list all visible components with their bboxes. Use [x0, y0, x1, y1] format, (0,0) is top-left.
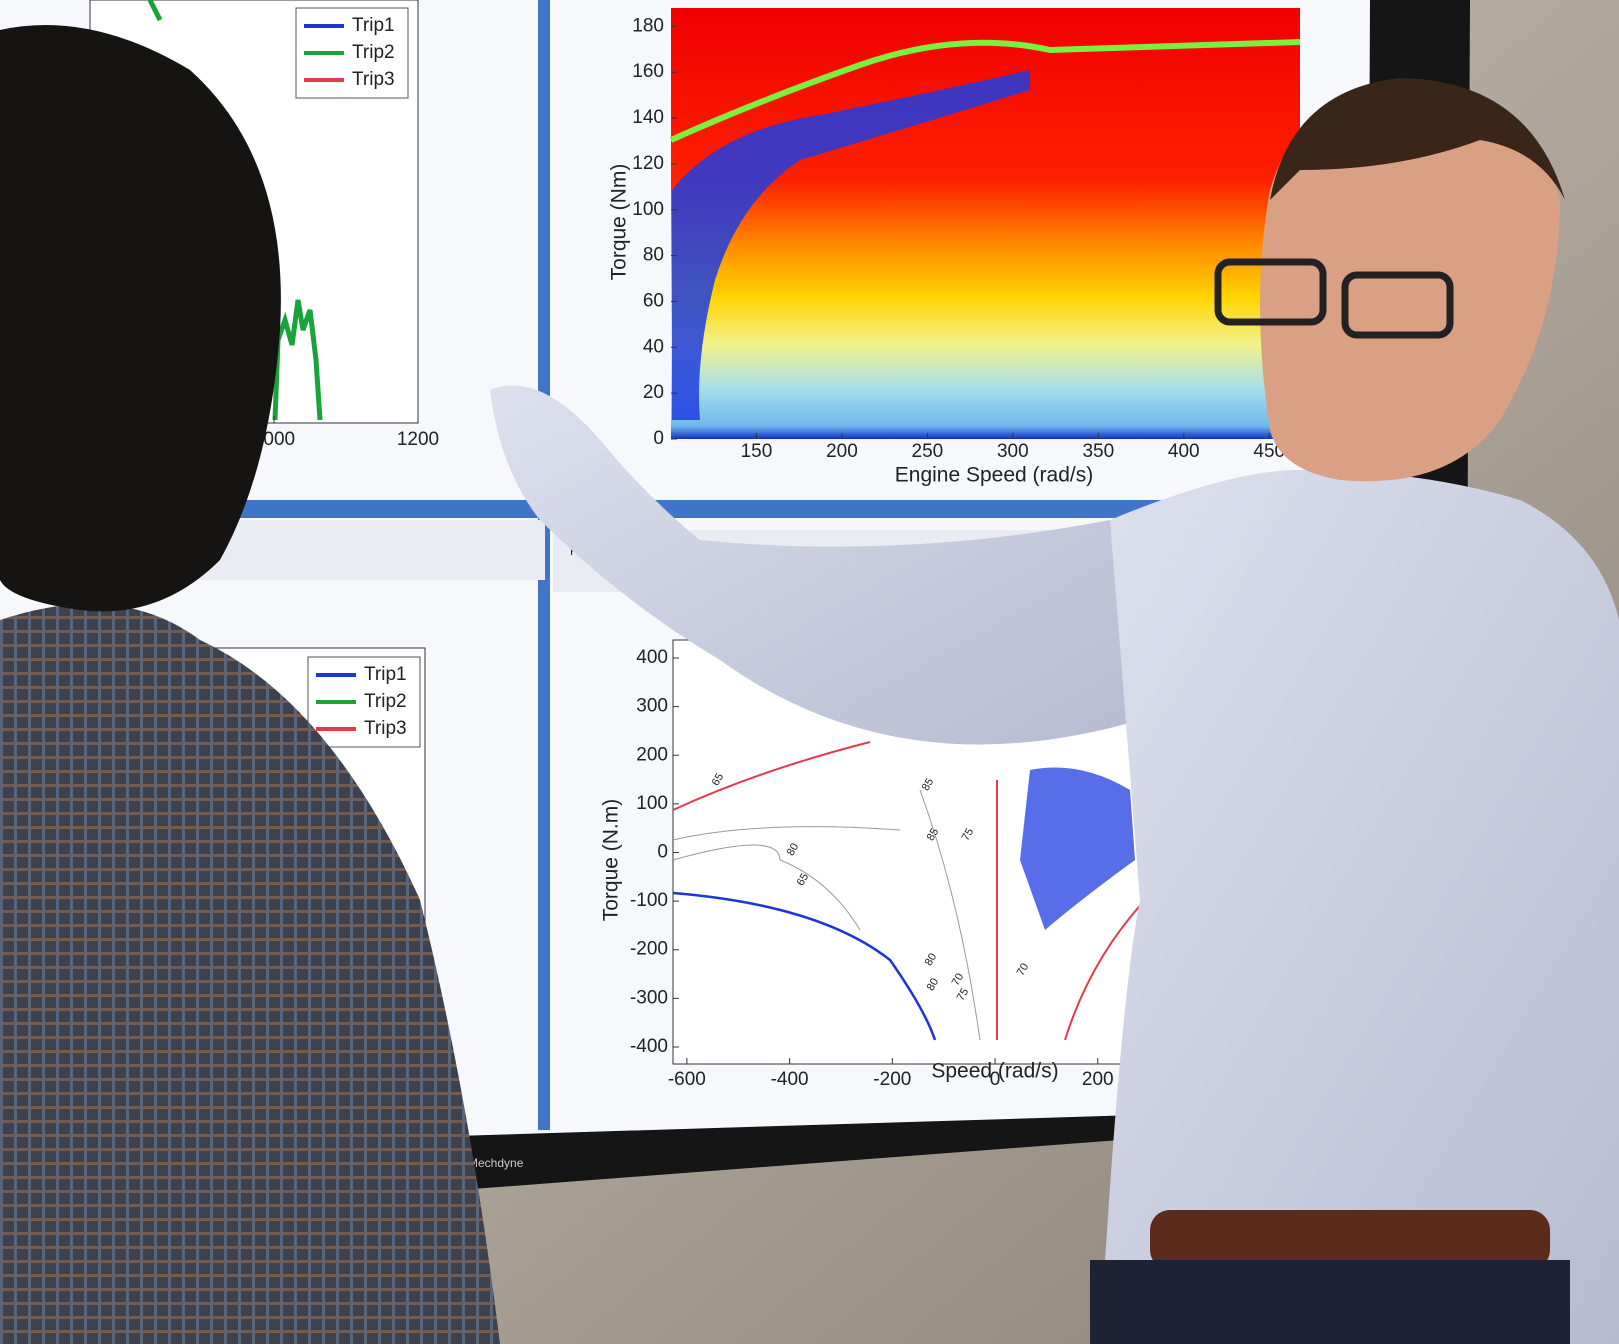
x-tick-label: -600	[668, 1069, 706, 1090]
y-tick-label: -400	[630, 1036, 668, 1057]
y-tick-label: 0	[657, 842, 668, 863]
y-tick-label: -300	[630, 987, 668, 1008]
y-tick-label: 120	[632, 153, 664, 174]
y-tick-label: 300	[636, 696, 668, 717]
y-axis-label: Torque (N.m)	[600, 799, 623, 922]
x-tick-label: 150	[741, 441, 773, 462]
legend-label: Trip3	[352, 69, 395, 90]
y-tick-label: -100	[630, 890, 668, 911]
y-tick-label: 160	[632, 61, 664, 82]
x-tick-label: 200	[1082, 1069, 1114, 1090]
x-tick-label: 400	[1168, 441, 1200, 462]
photo: 10001200Trip1Trip2Trip3Trip1Trip2Trip320…	[0, 0, 1619, 1344]
x-tick-label: 250	[912, 441, 944, 462]
brand-label: Mechdyne	[468, 1156, 524, 1170]
legend-label: Trip1	[364, 664, 407, 685]
x-tick-label: -200	[873, 1069, 911, 1090]
x-tick-label: 200	[826, 441, 858, 462]
y-tick-label: 200	[636, 744, 668, 765]
y-tick-label: 400	[636, 647, 668, 668]
legend-label: Trip3	[364, 718, 407, 739]
y-tick-label: 20	[643, 382, 664, 403]
y-tick-label: 0	[653, 428, 664, 449]
y-tick-label: 60	[643, 290, 664, 311]
legend-label: Trip2	[364, 691, 407, 712]
legend-label: Trip1	[352, 15, 395, 36]
y-tick-label: 180	[632, 15, 664, 36]
y-tick-label: 100	[636, 793, 668, 814]
x-axis-label: Engine Speed (rad/s)	[895, 464, 1093, 487]
x-tick-label: 300	[997, 441, 1029, 462]
y-axis-label: Torque (Nm)	[608, 164, 631, 281]
y-tick-label: 80	[643, 245, 664, 266]
y-tick-label: 40	[643, 336, 664, 357]
legend-label: Trip2	[352, 42, 395, 63]
y-tick-label: 140	[632, 107, 664, 128]
x-tick-label: -400	[771, 1069, 809, 1090]
x-tick-label: 1200	[397, 429, 439, 450]
x-axis-label: Speed (rad/s)	[931, 1060, 1058, 1083]
trousers	[1090, 1260, 1570, 1344]
x-tick-label: 350	[1082, 441, 1114, 462]
top-right-plot	[671, 8, 1300, 439]
y-tick-label: 100	[632, 199, 664, 220]
efficiency-map	[671, 8, 1300, 439]
y-tick-label: -200	[630, 939, 668, 960]
